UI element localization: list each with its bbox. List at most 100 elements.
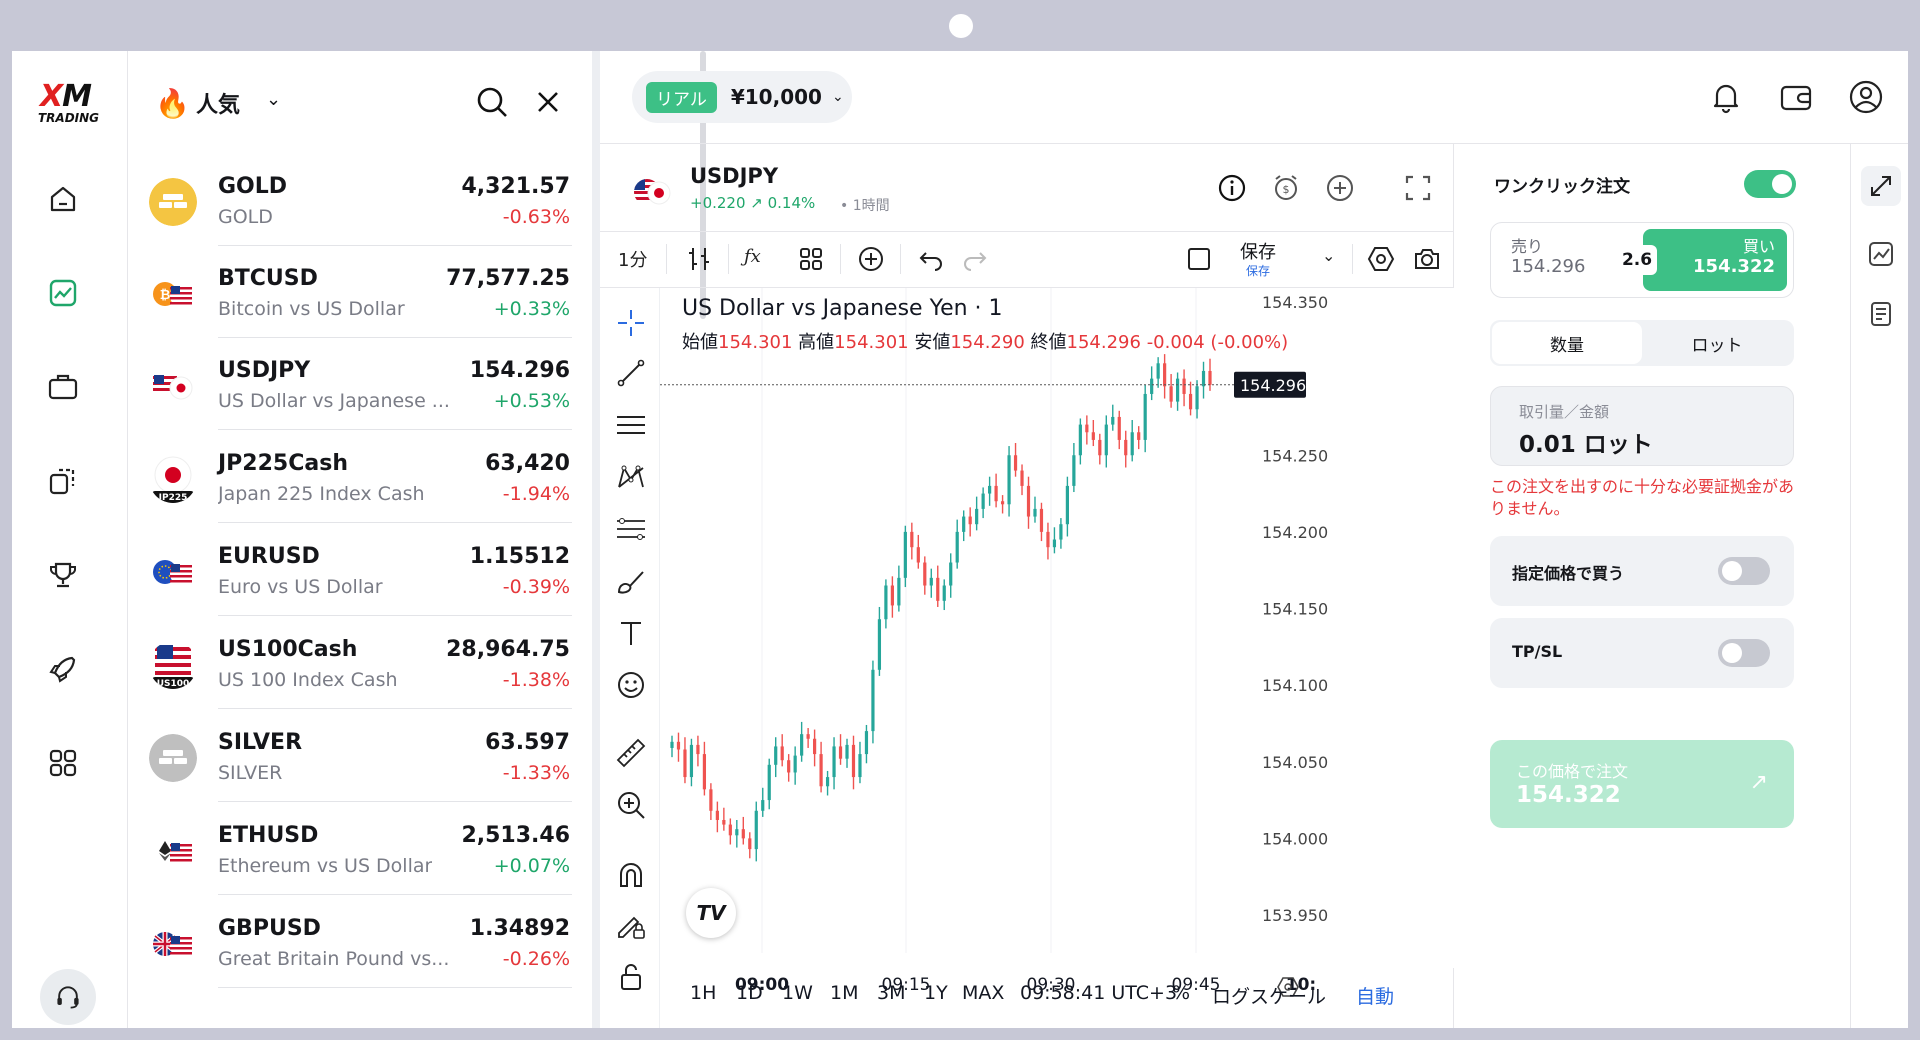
- home-icon[interactable]: [45, 181, 81, 217]
- magnet-icon[interactable]: [614, 858, 648, 892]
- auto-scale-toggle[interactable]: 自動: [1356, 986, 1395, 1008]
- chart-trend-icon[interactable]: [1861, 234, 1901, 274]
- xm-logo[interactable]: XM TRADING: [32, 79, 112, 125]
- watchlist-row-usdjpy[interactable]: USDJPY US Dollar vs Japanese ... 154.296 +0…: [128, 336, 580, 430]
- watchlist-title[interactable]: 人気: [196, 93, 241, 118]
- candle-body: [1059, 524, 1063, 540]
- fib-retracement-icon[interactable]: [614, 512, 648, 546]
- panel-divider[interactable]: [592, 51, 600, 1028]
- zoom-in-icon[interactable]: [614, 788, 648, 822]
- tradingview-logo[interactable]: TV: [686, 888, 736, 938]
- volume-input[interactable]: 取引量／金額 0.01 ロット: [1490, 386, 1794, 466]
- news-icon[interactable]: [1861, 294, 1901, 334]
- watchlist-row-btcusd[interactable]: ₿ BTCUSD Bitcoin vs US Dollar 77,577.25 +0.3…: [128, 244, 580, 338]
- range-1d[interactable]: 1D: [736, 982, 763, 1004]
- chart-plot[interactable]: 09:00 09:15 09:30 09:45 10: 154.350 154.250 154…: [660, 288, 1454, 1028]
- brush-icon[interactable]: [614, 564, 648, 598]
- sell-button[interactable]: 売り 154.296: [1511, 237, 1585, 277]
- add-circle-icon[interactable]: [1324, 172, 1356, 204]
- ruler-icon[interactable]: [614, 736, 648, 770]
- watchlist-row-eurusd[interactable]: EURUSD Euro vs US Dollar 1.15512 -0.39%: [128, 522, 580, 616]
- search-icon[interactable]: [474, 84, 510, 120]
- lock-drawing-icon[interactable]: [614, 908, 648, 942]
- watchlist-row-jp225cash[interactable]: JP225 JP225Cash Japan 225 Index Cash 63,420…: [128, 429, 580, 523]
- apps-grid-icon[interactable]: [45, 745, 81, 781]
- tab-quantity[interactable]: 数量: [1492, 322, 1642, 364]
- candle-body: [949, 562, 953, 586]
- watchlist-scrollbar[interactable]: [700, 51, 706, 319]
- range-1y[interactable]: 1Y: [924, 982, 948, 1004]
- chart-nav-icon[interactable]: [45, 275, 81, 311]
- candle-body: [1111, 416, 1115, 425]
- price-alert-icon[interactable]: $: [1270, 172, 1302, 204]
- unlock-icon[interactable]: [614, 960, 648, 994]
- watchlist-row-gbpusd[interactable]: GBPUSD Great Britain Pound vs... 1.34892 -0…: [128, 894, 580, 988]
- crosshair-icon[interactable]: [614, 306, 648, 340]
- account-selector[interactable]: リアル ¥10,000 ⌄: [632, 71, 852, 123]
- buy-label: 買い: [1742, 237, 1775, 256]
- limit-toggle[interactable]: [1718, 557, 1770, 585]
- pattern-icon[interactable]: [614, 460, 648, 494]
- text-tool-icon[interactable]: [614, 616, 648, 650]
- camera-icon[interactable]: [1412, 244, 1442, 274]
- support-headset-icon[interactable]: [40, 969, 96, 1025]
- trend-line-icon[interactable]: [614, 356, 648, 390]
- chevron-down-icon[interactable]: ⌄: [1322, 246, 1336, 265]
- close-icon[interactable]: [530, 84, 566, 120]
- row-change: +0.53%: [493, 390, 570, 412]
- range-1h[interactable]: 1H: [690, 982, 717, 1004]
- percent-toggle[interactable]: %: [1172, 982, 1191, 1004]
- watchlist-row-us100cash[interactable]: US100 US100Cash US 100 Index Cash 28,964.75…: [128, 615, 580, 709]
- candle-body: [1201, 370, 1206, 387]
- layout-square-icon[interactable]: [1184, 244, 1214, 274]
- info-icon[interactable]: [1216, 172, 1248, 204]
- trophy-icon[interactable]: [45, 557, 81, 593]
- range-max[interactable]: MAX: [962, 982, 1005, 1004]
- add-indicator-icon[interactable]: [856, 244, 886, 274]
- portfolio-icon[interactable]: [45, 369, 81, 405]
- candle-body: [735, 829, 739, 836]
- trade-panel-icon[interactable]: [1861, 166, 1901, 206]
- wallet-icon[interactable]: [1776, 77, 1816, 117]
- redo-icon[interactable]: [960, 244, 990, 274]
- copy-trade-icon[interactable]: [45, 463, 81, 499]
- interval-selector[interactable]: 1分: [618, 250, 648, 271]
- one-click-toggle[interactable]: [1744, 170, 1796, 198]
- indicators-icon[interactable]: ƒx: [744, 246, 761, 267]
- settings-hexagon-icon[interactable]: [1366, 244, 1396, 274]
- fullscreen-icon[interactable]: [1402, 172, 1434, 204]
- candlestick-chart[interactable]: 09:00 09:15 09:30 09:45 10:154.350154.250154…: [660, 288, 1454, 1028]
- profile-icon[interactable]: [1846, 77, 1886, 117]
- price-axis[interactable]: [1234, 288, 1454, 968]
- watchlist-row-gold[interactable]: GOLD GOLD 4,321.57 -0.63%: [128, 152, 580, 246]
- toolbar-divider: [666, 244, 667, 274]
- rocket-icon[interactable]: [45, 651, 81, 687]
- axis-settings-icon[interactable]: [1277, 977, 1299, 997]
- candle-type-icon[interactable]: [684, 244, 714, 274]
- candle-body: [728, 824, 732, 836]
- watchlist-row-silver[interactable]: SILVER SILVER 63.597 -1.33%: [128, 708, 580, 802]
- watchlist-row-ethusd[interactable]: ETHUSD Ethereum vs US Dollar 2,513.46 +0.07…: [128, 801, 580, 895]
- tpsl-toggle[interactable]: [1718, 639, 1770, 667]
- undo-icon[interactable]: [916, 244, 946, 274]
- bell-icon[interactable]: [1706, 77, 1746, 117]
- chevron-down-icon[interactable]: ⌄: [266, 89, 282, 110]
- range-3m[interactable]: 3M: [877, 982, 906, 1004]
- place-order-button[interactable]: この価格で注文 154.322 ↗: [1490, 740, 1794, 828]
- range-1m[interactable]: 1M: [830, 982, 859, 1004]
- candle-body: [767, 764, 771, 801]
- horizontal-lines-icon[interactable]: [614, 408, 648, 442]
- buy-button[interactable]: 買い 154.322: [1643, 229, 1787, 291]
- candle-body: [709, 789, 713, 811]
- save-button[interactable]: 保存 保存: [1240, 238, 1276, 279]
- candle-body: [988, 485, 992, 494]
- candle-body: [1039, 508, 1044, 532]
- range-1w[interactable]: 1W: [782, 982, 813, 1004]
- tab-lot[interactable]: ロット: [1691, 335, 1743, 356]
- tpsl-option: TP/SL: [1490, 618, 1794, 688]
- layout-grid-icon[interactable]: [796, 244, 826, 274]
- emoji-icon[interactable]: [614, 668, 648, 702]
- right-rail: [1850, 144, 1908, 1028]
- log-scale-toggle[interactable]: ログスケール: [1212, 986, 1327, 1008]
- candle-body: [890, 585, 894, 606]
